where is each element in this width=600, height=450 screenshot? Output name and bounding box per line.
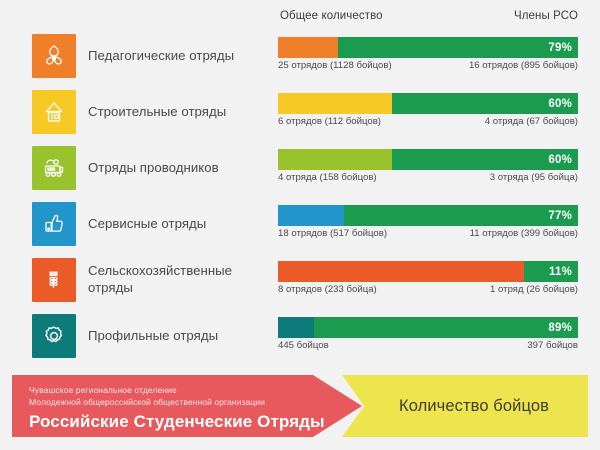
category-icon-tile	[32, 314, 76, 358]
caption-members: 11 отрядов (399 бойцов)	[469, 228, 578, 239]
bar-segment-members: 60%	[392, 93, 578, 114]
bar-container: 89%	[278, 317, 578, 338]
caption-total: 25 отрядов (1128 бойцов)	[278, 60, 392, 71]
category-label: Отряды проводников	[88, 159, 219, 175]
bar-segment-members: 60%	[392, 149, 578, 170]
percent-label: 79%	[548, 41, 572, 54]
bar-segment-total	[278, 149, 392, 170]
category-label: Сельскохозяйственные отряды	[88, 263, 233, 295]
caption-total: 445 бойцов	[278, 340, 329, 351]
caption-total: 8 отрядов (233 бойца)	[278, 284, 377, 295]
bar-segment-members: 79%	[338, 37, 578, 58]
bar-segment-total	[278, 93, 392, 114]
category-label: Сервисные отряды	[88, 215, 207, 231]
chart-row: Профильные отряды 89% 445 бойцов 397 бой…	[0, 308, 600, 364]
caption-members: 3 отряда (95 бойца)	[489, 172, 578, 183]
caption-members: 16 отрядов (895 бойцов)	[468, 60, 578, 71]
stacked-bar: 89%	[278, 317, 578, 338]
bar-container: 77%	[278, 205, 578, 226]
bar-segment-members: 77%	[344, 205, 578, 226]
category-icon-tile	[32, 258, 76, 302]
caption-total: 4 отряда (158 бойцов)	[278, 172, 377, 183]
bar-segment-members: 89%	[314, 317, 578, 338]
stacked-bar: 77%	[278, 205, 578, 226]
caption-members: 4 отряда (67 бойцов)	[484, 116, 578, 127]
caption-members: 397 бойцов	[527, 340, 578, 351]
category-icon-tile	[32, 34, 76, 78]
stacked-bar: 60%	[278, 149, 578, 170]
category-label: Педагогические отряды	[88, 47, 235, 63]
banner-line1: Чувашское региональное отделение	[29, 385, 177, 395]
bar-segment-members: 11%	[524, 261, 578, 282]
chart-row: Сервисные отряды 77% 18 отрядов (517 бой…	[0, 196, 600, 252]
bar-segment-total	[278, 205, 344, 226]
train-wagon-icon	[41, 155, 67, 181]
bar-segment-total	[278, 261, 524, 282]
caption-members: 1 отряд (26 бойцов)	[490, 284, 578, 295]
banner-line2: Молодежной общероссийской общественной о…	[29, 397, 266, 408]
percent-label: 77%	[548, 209, 572, 222]
banner-left-block: Чувашское региональное отделение Молодеж…	[12, 375, 362, 437]
footer-banner: Количество бойцов Чувашское региональное…	[12, 375, 588, 437]
category-label: Профильные отряды	[88, 327, 219, 343]
flame-flower-icon	[41, 43, 67, 69]
stacked-bar: 11%	[278, 261, 578, 282]
bar-container: 11%	[278, 261, 578, 282]
bar-container: 79%	[278, 37, 578, 58]
percent-label: 11%	[549, 265, 572, 278]
category-icon-tile	[32, 202, 76, 246]
house-trowel-icon	[41, 99, 67, 125]
stacked-bar: 79%	[278, 37, 578, 58]
category-icon-tile	[32, 90, 76, 134]
bar-container: 60%	[278, 149, 578, 170]
percent-label: 60%	[548, 153, 572, 166]
thumbs-up-icon	[41, 211, 67, 237]
category-icon-tile	[32, 146, 76, 190]
bar-segment-total	[278, 317, 314, 338]
bar-container: 60%	[278, 93, 578, 114]
column-header-members: Члены РСО	[513, 10, 578, 22]
banner-right-block: Количество бойцов	[342, 375, 588, 437]
chart-row: Педагогические отряды 79% 25 отрядов (11…	[0, 28, 600, 84]
bar-segment-total	[278, 37, 338, 58]
chart-row: Сельскохозяйственные отряды 11% 8 отрядо…	[0, 252, 600, 308]
percent-label: 60%	[548, 97, 572, 110]
chart-row: Отряды проводников 60% 4 отряда (158 бой…	[0, 140, 600, 196]
chart-row: Строительные отряды 60% 6 отрядов (112 б…	[0, 84, 600, 140]
banner-right-label: Количество бойцов	[399, 396, 549, 415]
caption-total: 6 отрядов (112 бойцов)	[278, 116, 381, 127]
category-label: Строительные отряды	[88, 103, 227, 119]
gear-icon	[41, 323, 67, 349]
caption-total: 18 отрядов (517 бойцов)	[278, 228, 388, 239]
column-header-total: Общее количество	[280, 10, 383, 22]
percent-label: 89%	[548, 321, 572, 334]
wheat-icon	[41, 267, 67, 293]
banner-organization-title: Российские Студенческие Отряды	[29, 411, 325, 431]
stacked-bar: 60%	[278, 93, 578, 114]
